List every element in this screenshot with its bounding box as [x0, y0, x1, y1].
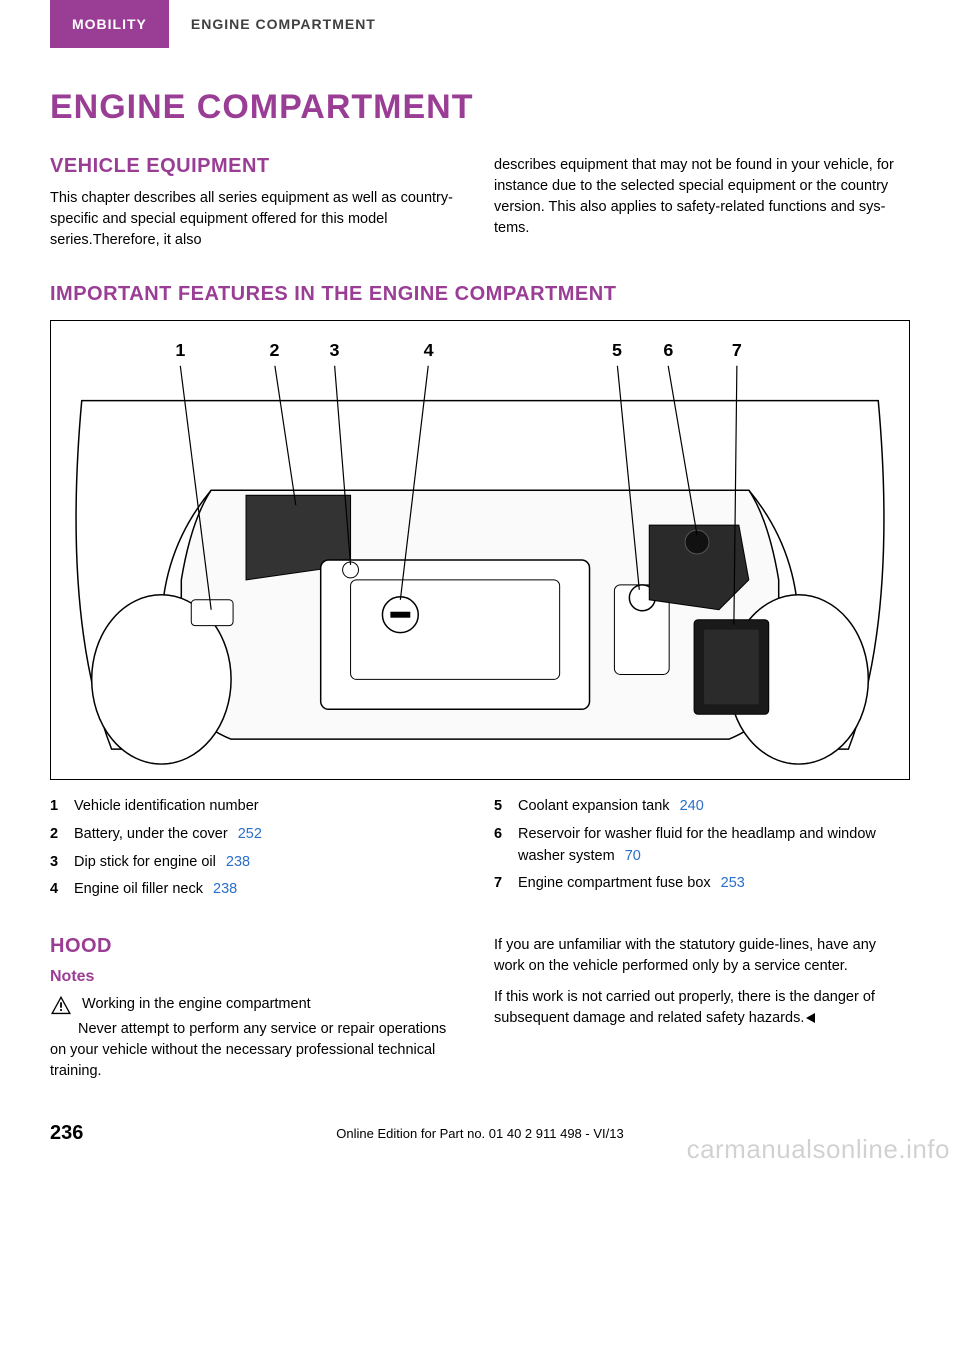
warning-icon — [50, 995, 72, 1015]
legend-item: 3Dip stick for engine oil 238 — [50, 852, 466, 874]
hood-section: HOOD Notes Working in the engine compart… — [50, 935, 910, 1082]
svg-text:1: 1 — [175, 340, 185, 360]
legend-number: 1 — [50, 796, 74, 818]
legend-number: 3 — [50, 852, 74, 874]
header-tabs: MOBILITY ENGINE COMPARTMENT — [50, 0, 910, 48]
legend-text: Dip stick for engine oil 238 — [74, 852, 466, 874]
legend-text: Vehicle identification number — [74, 796, 466, 818]
vehicle-equipment-text-left: This chapter describes all series equipm… — [50, 188, 466, 251]
svg-text:2: 2 — [270, 340, 280, 360]
legend-text: Engine compartment fuse box 253 — [518, 873, 910, 895]
hood-right-p2: If this work is not carried out properly… — [494, 987, 910, 1029]
hood-right-p1: If you are unfamiliar with the statutory… — [494, 935, 910, 977]
legend-number: 5 — [494, 796, 518, 818]
edition-text: Online Edition for Part no. 01 40 2 911 … — [336, 1126, 623, 1141]
page-ref-link[interactable]: 70 — [625, 848, 641, 864]
legend-item: 7Engine compartment fuse box 253 — [494, 873, 910, 895]
legend-item: 4Engine oil filler neck 238 — [50, 879, 466, 901]
svg-text:3: 3 — [329, 340, 339, 360]
vehicle-equipment-block: VEHICLE EQUIPMENT This chapter describes… — [50, 155, 910, 251]
legend-item: 5Coolant expansion tank 240 — [494, 796, 910, 818]
legend-text: Engine oil filler neck 238 — [74, 879, 466, 901]
legend-text: Battery, under the cover 252 — [74, 824, 466, 846]
legend-item: 1Vehicle identification number — [50, 796, 466, 818]
tab-breadcrumb: ENGINE COMPARTMENT — [169, 0, 398, 48]
svg-text:4: 4 — [424, 340, 434, 360]
warning-title: Working in the engine compartment — [82, 996, 311, 1012]
legend-text: Coolant expansion tank 240 — [518, 796, 910, 818]
legend-number: 7 — [494, 873, 518, 895]
vehicle-equipment-heading: VEHICLE EQUIPMENT — [50, 155, 466, 178]
vehicle-equipment-text-right: describes equipment that may not be foun… — [494, 155, 910, 239]
legend-text: Reservoir for washer fluid for the headl… — [518, 824, 910, 868]
warning-body-left: Never attempt to perform any service or … — [50, 1021, 446, 1079]
tab-mobility: MOBILITY — [50, 0, 169, 48]
page-ref-link[interactable]: 240 — [680, 798, 704, 814]
engine-compartment-diagram: 1 2 3 4 5 6 7 — [50, 320, 910, 780]
notes-heading: Notes — [50, 968, 466, 986]
page-title: ENGINE COMPARTMENT — [50, 88, 910, 127]
warning-block: Working in the engine compartment Never … — [50, 994, 466, 1082]
legend-number: 4 — [50, 879, 74, 901]
diagram-legend: 1Vehicle identification number2Battery, … — [50, 796, 910, 907]
page-ref-link[interactable]: 238 — [213, 881, 237, 897]
page-footer: 236 Online Edition for Part no. 01 40 2 … — [50, 1122, 910, 1145]
legend-item: 2Battery, under the cover 252 — [50, 824, 466, 846]
legend-number: 2 — [50, 824, 74, 846]
svg-text:5: 5 — [612, 340, 622, 360]
hood-heading: HOOD — [50, 935, 466, 958]
legend-number: 6 — [494, 824, 518, 846]
svg-text:7: 7 — [732, 340, 742, 360]
features-heading: IMPORTANT FEATURES IN THE ENGINE COMPART… — [50, 283, 910, 306]
page-ref-link[interactable]: 252 — [238, 826, 262, 842]
legend-item: 6Reservoir for washer fluid for the head… — [494, 824, 910, 868]
page-number: 236 — [50, 1122, 83, 1145]
end-of-warning-icon — [806, 1013, 815, 1023]
page-ref-link[interactable]: 238 — [226, 854, 250, 870]
svg-text:6: 6 — [663, 340, 673, 360]
page-ref-link[interactable]: 253 — [721, 875, 745, 891]
